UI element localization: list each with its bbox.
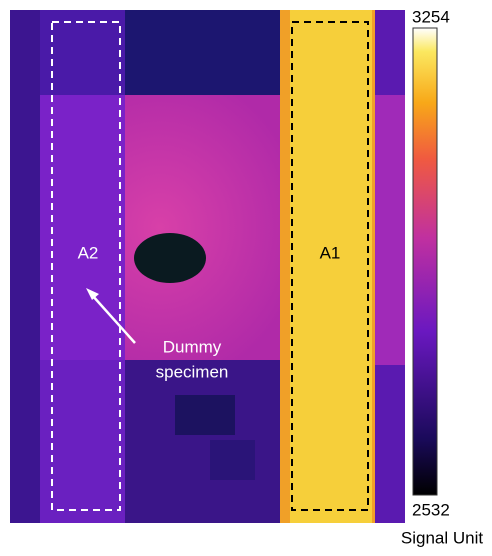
page: A2 A1 Dummy specimen 3254 2532 Signal Un… — [0, 0, 492, 556]
region-label: A2 — [78, 243, 99, 262]
thermal-figure: A2 A1 Dummy specimen 3254 2532 Signal Un… — [0, 0, 492, 551]
annotation: Dummy — [163, 337, 222, 356]
colorbar-max: 3254 — [412, 7, 450, 26]
annotation: specimen — [156, 362, 229, 381]
thermal-image — [10, 10, 405, 523]
colorbar-min: 2532 — [412, 500, 450, 519]
colorbar-label: Signal Unit — [401, 528, 483, 547]
region-label: A1 — [320, 243, 341, 262]
colorbar — [413, 28, 437, 495]
